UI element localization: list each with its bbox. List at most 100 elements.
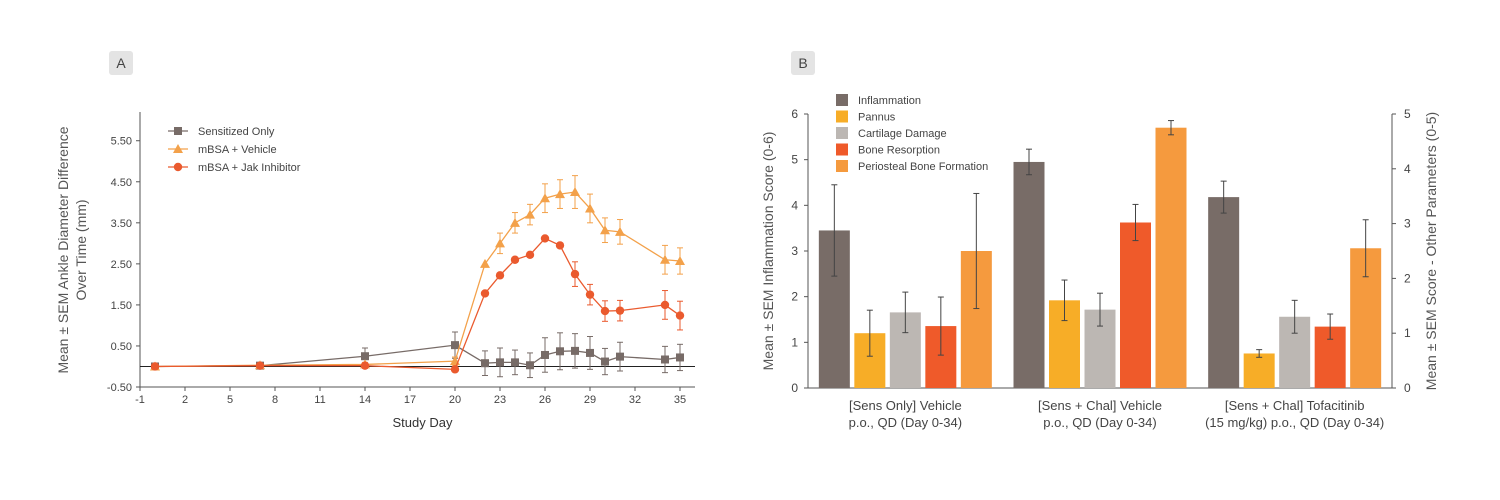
data-point (675, 311, 685, 320)
data-point (556, 347, 564, 356)
category-label: p.o., QD (Day 0-34) (849, 415, 962, 430)
category-label: [Sens + Chal] Vehicle (1038, 398, 1162, 413)
y-right-tick-label: 2 (1404, 271, 1411, 285)
y-right-axis-title: Mean ± SEM Score - Other Parameters (0-5… (1423, 112, 1439, 390)
bar-group (818, 184, 992, 388)
y-right-tick-label: 0 (1404, 381, 1411, 395)
y-tick-label: 3.50 (111, 218, 132, 230)
data-point (601, 357, 609, 366)
legend-marker (173, 144, 183, 153)
x-tick-label: 2 (182, 394, 188, 406)
data-point (615, 226, 625, 236)
category-label: (15 mg/kg) p.o., QD (Day 0-34) (1205, 415, 1384, 430)
legend-swatch (836, 127, 848, 139)
category-label: [Sens Only] Vehicle (849, 398, 962, 413)
data-point (570, 187, 580, 197)
x-tick-label: 35 (674, 394, 686, 406)
x-tick-label: 20 (449, 394, 461, 406)
data-point (450, 365, 460, 374)
bar-inflammation (1013, 161, 1045, 388)
data-point (615, 306, 625, 315)
data-point (585, 290, 595, 299)
series-mbsa-jak-inhibitor (150, 234, 685, 374)
data-point (555, 189, 565, 199)
series-line (154, 344, 681, 368)
bar-bone-resorption (1120, 222, 1151, 388)
legend-swatch (836, 160, 848, 172)
y-left-tick-label: 6 (791, 107, 798, 121)
data-point (451, 341, 459, 350)
legend-label: mBSA + Vehicle (198, 144, 277, 156)
legend-marker (174, 127, 182, 135)
y-left-tick-label: 2 (791, 290, 798, 304)
y-tick-label: 1.50 (111, 300, 132, 312)
y-tick-label: 2.50 (111, 259, 132, 271)
y-right-tick-label: 4 (1404, 162, 1411, 176)
x-tick-label: 14 (359, 394, 371, 406)
data-point (361, 352, 369, 361)
legend-swatch (836, 143, 848, 156)
data-point (660, 254, 670, 264)
data-point (510, 255, 520, 264)
x-axis-title: Study Day (393, 415, 453, 430)
data-point (150, 362, 160, 371)
data-point (585, 203, 595, 213)
x-tick-label: 11 (314, 394, 325, 406)
x-tick-label: 5 (227, 394, 233, 406)
data-point (525, 209, 535, 219)
y-tick-label: -0.50 (107, 382, 132, 394)
data-point (255, 361, 265, 370)
legend-swatch (836, 110, 848, 123)
data-point (526, 361, 534, 370)
data-point (616, 352, 624, 361)
y-right-tick-label: 1 (1404, 326, 1411, 340)
data-point (525, 250, 535, 260)
legend-swatch (836, 94, 848, 106)
y-left-axis-title: Mean ± SEM Inflammation Score (0-6) (760, 132, 776, 371)
data-point (540, 234, 550, 243)
data-point (600, 306, 610, 316)
data-point (555, 241, 565, 250)
data-point (661, 355, 669, 364)
data-point (481, 359, 489, 368)
y-left-tick-label: 4 (791, 198, 798, 212)
data-point (480, 289, 490, 298)
bar-pannus (1243, 353, 1275, 388)
y-tick-label: 4.50 (111, 177, 132, 189)
data-point (541, 350, 549, 359)
bar-periosteal-bone-formation (1155, 127, 1187, 388)
y-left-tick-label: 5 (791, 153, 798, 167)
y-left-tick-label: 3 (791, 244, 798, 258)
y-axis-title: Mean ± SEM Ankle Diameter Difference Over… (55, 126, 89, 373)
data-point (496, 358, 504, 367)
y-axis-title-line: Mean ± SEM Ankle Diameter Difference (55, 126, 71, 373)
y-tick-label: 0.50 (111, 341, 132, 353)
legend-marker (173, 162, 183, 172)
x-tick-label: -1 (135, 394, 145, 406)
data-point (360, 361, 370, 370)
panel-label-b: B (791, 51, 815, 75)
legend-label: Sensitized Only (198, 126, 275, 138)
data-point (660, 300, 670, 310)
bar-group (1013, 120, 1187, 388)
data-point (495, 238, 505, 248)
x-tick-label: 29 (584, 394, 596, 406)
category-label: p.o., QD (Day 0-34) (1043, 415, 1156, 430)
data-point (480, 258, 490, 268)
x-tick-label: 23 (494, 394, 506, 406)
category-label: [Sens + Chal] Tofacitinib (1225, 398, 1365, 413)
bar-group (1208, 180, 1382, 388)
data-point (511, 358, 519, 367)
legend-label: Bone Resorption (858, 145, 940, 157)
data-point (676, 353, 684, 362)
data-point (675, 255, 685, 265)
x-tick-label: 17 (404, 394, 416, 406)
series-line (154, 191, 681, 368)
data-point (510, 217, 520, 227)
data-point (600, 225, 610, 235)
panel-label-a: A (109, 51, 133, 75)
bar-inflammation (1208, 197, 1240, 388)
y-left-tick-label: 0 (791, 381, 798, 395)
